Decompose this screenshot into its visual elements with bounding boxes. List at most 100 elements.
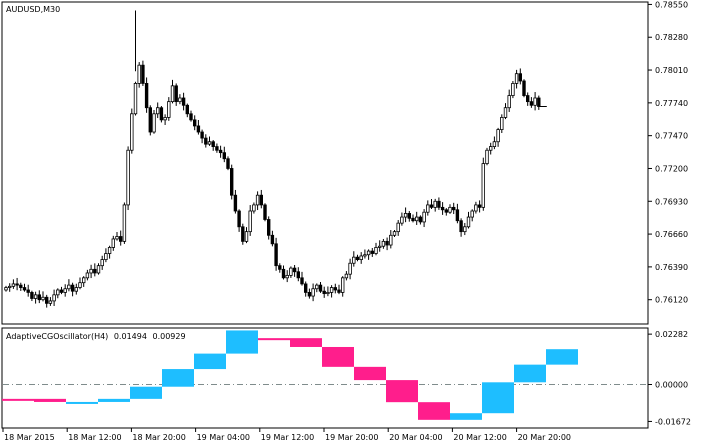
- bull-candle-body: [115, 236, 119, 240]
- bull-candle-body: [74, 287, 78, 292]
- bull-candle-body: [466, 216, 471, 228]
- bull-candle-body: [366, 250, 371, 256]
- bull-candle-body: [414, 216, 419, 222]
- bull-candle-body: [488, 146, 493, 151]
- main-price-pane[interactable]: AUDUSD,M30 0.785500.782800.780100.777400…: [1, 0, 688, 325]
- bull-candle-body: [244, 231, 249, 242]
- bull-candle-body: [463, 226, 467, 233]
- bull-candle-body: [403, 213, 408, 218]
- bull-candle-body: [4, 287, 8, 291]
- bear-candle-body: [355, 256, 360, 260]
- price-tick-label: 0.77470: [655, 132, 688, 141]
- bull-candle-body: [348, 262, 352, 275]
- bear-candle-body: [322, 290, 326, 295]
- bull-candle-body: [78, 282, 82, 288]
- oscillator-down-block: [290, 338, 322, 347]
- bull-candle-body: [170, 85, 175, 103]
- bear-candle-body: [192, 119, 197, 127]
- bull-candle-body: [252, 204, 256, 212]
- bull-candle-body: [207, 141, 212, 145]
- indicator-name: AdaptiveCGOscillator(H4): [6, 332, 108, 341]
- bear-candle-body: [15, 283, 19, 286]
- bull-candle-body: [52, 294, 56, 302]
- indicator-pane[interactable]: AdaptiveCGOscillator(H4) 0.01494 0.00929…: [1, 327, 691, 429]
- bull-candle-body: [511, 83, 515, 96]
- bull-candle-body: [344, 273, 349, 279]
- bull-candle-body: [167, 101, 171, 118]
- bear-candle-body: [459, 220, 463, 233]
- bull-candle-body: [315, 284, 319, 290]
- bear-candle-body: [22, 287, 27, 291]
- bear-candle-body: [211, 141, 215, 147]
- bear-candle-body: [274, 243, 278, 267]
- bear-candle-body: [440, 206, 445, 211]
- bull-candle-body: [481, 163, 485, 208]
- bear-candle-body: [222, 152, 226, 160]
- bear-candle-body: [144, 83, 149, 109]
- time-tick-label: 19 Mar 12:00: [261, 433, 314, 442]
- bull-candle-body: [41, 296, 45, 301]
- oscillator-up-block: [482, 382, 514, 414]
- price-tick-label: 0.78010: [655, 66, 688, 75]
- bear-candle-body: [181, 97, 186, 106]
- bear-candle-body: [37, 294, 41, 301]
- bear-candle-body: [119, 236, 123, 242]
- bear-candle-body: [437, 200, 441, 208]
- bull-candle-body: [329, 287, 334, 293]
- symbol-title: AUDUSD,M30: [6, 5, 60, 14]
- bull-candle-body: [7, 285, 12, 288]
- bull-candle-body: [389, 234, 393, 246]
- bear-candle-body: [333, 287, 337, 291]
- bear-candle-body: [318, 284, 323, 292]
- bear-candle-body: [270, 234, 275, 245]
- bull-candle-body: [289, 267, 293, 276]
- bull-candle-body: [422, 211, 426, 223]
- price-tick-label: 0.78550: [655, 0, 688, 9]
- oscillator-down-block: [2, 398, 34, 401]
- time-tick-label: 20 Mar 20:00: [518, 433, 571, 442]
- bear-candle-body: [337, 289, 341, 293]
- bull-candle-body: [474, 204, 478, 212]
- bear-candle-body: [303, 283, 308, 293]
- bear-candle-body: [70, 284, 75, 292]
- bull-candle-body: [107, 247, 112, 254]
- bull-candle-body: [89, 268, 93, 274]
- oscillator-down-block: [34, 398, 66, 402]
- bear-candle-body: [30, 292, 34, 299]
- bear-candle-body: [26, 289, 30, 293]
- bull-candle-body: [377, 245, 382, 248]
- bull-candle-body: [326, 292, 330, 295]
- bull-candle-body: [507, 95, 511, 109]
- bear-candle-body: [200, 131, 204, 139]
- bull-candle-body: [503, 107, 508, 118]
- price-tick-label: 0.76390: [655, 263, 688, 272]
- bear-candle-body: [148, 107, 152, 133]
- bull-candle-body: [63, 288, 67, 293]
- bull-candle-body: [152, 113, 156, 133]
- bear-candle-body: [174, 85, 178, 103]
- bull-candle-body: [126, 149, 130, 206]
- bull-candle-body: [396, 222, 400, 233]
- bull-candle-body: [178, 97, 182, 103]
- bull-candle-body: [492, 141, 497, 147]
- time-tick-label: 20 Mar 12:00: [453, 433, 506, 442]
- oscillator-up-block: [226, 330, 258, 354]
- bull-candle-body: [122, 204, 127, 242]
- bull-candle-body: [363, 254, 367, 257]
- bear-candle-body: [185, 104, 189, 115]
- bull-candle-body: [82, 277, 86, 284]
- bull-candle-body: [533, 97, 537, 106]
- bull-candle-body: [130, 113, 134, 151]
- time-tick-label: 18 Mar 2015: [4, 433, 55, 442]
- indicator-pane-frame: [1, 327, 649, 429]
- bear-candle-body: [385, 240, 389, 246]
- bull-candle-body: [48, 300, 53, 304]
- price-axis: 0.78550 0.78280 0.78010 0.77740 0.77470 0.772…: [648, 0, 688, 305]
- bear-candle-body: [281, 268, 286, 279]
- oscillator-up-block: [162, 369, 194, 387]
- bull-candle-body: [33, 294, 38, 299]
- oscillator-up-block: [546, 349, 578, 365]
- bull-candle-body: [111, 238, 115, 248]
